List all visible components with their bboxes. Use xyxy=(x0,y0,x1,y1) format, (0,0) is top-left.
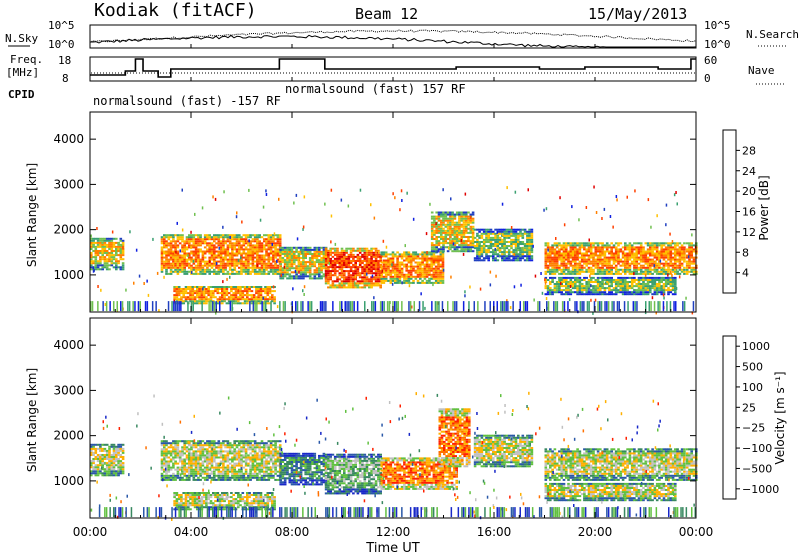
nsky-tick-bottom: 10^0 xyxy=(48,38,75,51)
velocity-colorbar-tick: 500 xyxy=(742,361,763,374)
freq-tick-bottom: 8 xyxy=(62,72,69,85)
velocity-colorbar-tick: 25 xyxy=(742,401,756,414)
velocity-colorbar-tick: −500 xyxy=(742,462,772,475)
power-band-7 xyxy=(473,228,534,262)
velocity-colorbar: 1000 500 100 25 −25 −100 −500 −1000 xyxy=(722,335,779,500)
time-tick-label: 00:00 xyxy=(73,525,108,539)
velocity-ytick-label: 3000 xyxy=(53,383,84,397)
time-tick-label: 12:00 xyxy=(376,525,411,539)
velocity-band-9 xyxy=(544,482,677,502)
nave-label: Nave xyxy=(748,64,775,77)
power-colorbar-tick: 8 xyxy=(742,246,749,259)
freq-unit-label: [MHz] xyxy=(6,66,39,79)
power-colorbar-tick: 12 xyxy=(742,226,756,239)
time-tick-label: 16:00 xyxy=(477,525,512,539)
freq-trace xyxy=(90,58,696,78)
station-title: Kodiak (fitACF) xyxy=(94,0,257,21)
power-colorbar-tick: 20 xyxy=(742,185,756,198)
power-ground-scatter xyxy=(90,301,695,312)
velocity-ground-scatter xyxy=(98,507,696,518)
nave-tick-bottom: 0 xyxy=(704,72,711,85)
freq-tick-top: 18 xyxy=(58,54,71,67)
power-ytick-label: 1000 xyxy=(53,268,84,282)
velocity-band-2 xyxy=(173,492,276,511)
velocity-colorbar-tick: 100 xyxy=(742,381,763,394)
nsearch-label: N.Search xyxy=(746,28,799,41)
power-y-ticks: 1000 2000 3000 4000 xyxy=(53,132,696,282)
power-band-5 xyxy=(380,251,445,284)
velocity-ytick-label: 2000 xyxy=(53,429,84,443)
power-band-6 xyxy=(430,211,475,253)
velocity-scatter xyxy=(90,391,695,521)
power-colorbar-tick: 4 xyxy=(742,267,749,280)
power-data-layer xyxy=(90,185,698,315)
time-axis-title: Time UT xyxy=(365,541,419,554)
velocity-colorbar-tick: −1000 xyxy=(742,483,779,496)
time-tick-label: 08:00 xyxy=(275,525,310,539)
time-axis-ticks: 00:00 04:00 08:00 12:00 16:00 20:00 00:00 xyxy=(73,44,714,539)
nsearch-tick-top: 10^5 xyxy=(704,19,731,32)
power-colorbar-tick: 24 xyxy=(742,165,756,178)
power-ytick-label: 2000 xyxy=(53,223,84,237)
power-band-1 xyxy=(160,234,282,275)
time-tick-label: 00:00 xyxy=(679,525,714,539)
freq-label: Freq. xyxy=(10,53,43,66)
cpid-mode-2: normalsound (fast) 157 RF xyxy=(285,82,466,96)
time-tick-label: 04:00 xyxy=(174,525,209,539)
velocity-y-ticks: 1000 2000 3000 4000 xyxy=(53,338,696,488)
date-label: 15/May/2013 xyxy=(588,5,687,23)
velocity-band-5 xyxy=(380,457,458,490)
power-y-axis-label: Slant Range [km] xyxy=(25,163,39,267)
nsearch-trace xyxy=(89,29,697,44)
power-colorbar: 4 8 12 16 20 24 28 xyxy=(722,129,756,294)
velocity-ytick-label: 1000 xyxy=(53,474,84,488)
nave-tick-top: 60 xyxy=(704,54,717,67)
cpid-label: CPID xyxy=(8,88,35,101)
beam-label: Beam 12 xyxy=(355,5,418,23)
velocity-colorbar-tick: −25 xyxy=(742,422,765,435)
velocity-colorbar-title: Velocity [m s⁻¹] xyxy=(773,371,787,464)
power-band-3 xyxy=(279,246,328,280)
velocity-data-layer xyxy=(90,391,698,521)
power-colorbar-tick: 28 xyxy=(742,144,756,157)
power-colorbar-tick: 16 xyxy=(742,206,756,219)
velocity-band-7 xyxy=(473,434,534,468)
nsky-label: N.Sky xyxy=(5,32,38,45)
power-ytick-label: 4000 xyxy=(53,132,84,146)
nsky-tick-top: 10^5 xyxy=(48,19,75,32)
velocity-colorbar-tick: 1000 xyxy=(742,340,770,353)
time-tick-label: 20:00 xyxy=(578,525,613,539)
power-ytick-label: 3000 xyxy=(53,177,84,191)
cpid-mode-1: normalsound (fast) -157 RF xyxy=(93,94,281,108)
velocity-colorbar-tick: −100 xyxy=(742,442,772,455)
power-band-9 xyxy=(544,276,677,296)
velocity-band-8 xyxy=(544,448,686,481)
power-colorbar-title: Power [dB] xyxy=(757,175,771,240)
velocity-ytick-label: 4000 xyxy=(53,338,84,352)
velocity-y-axis-label: Slant Range [km] xyxy=(25,368,39,472)
nsearch-tick-bottom: 10^0 xyxy=(704,38,731,51)
